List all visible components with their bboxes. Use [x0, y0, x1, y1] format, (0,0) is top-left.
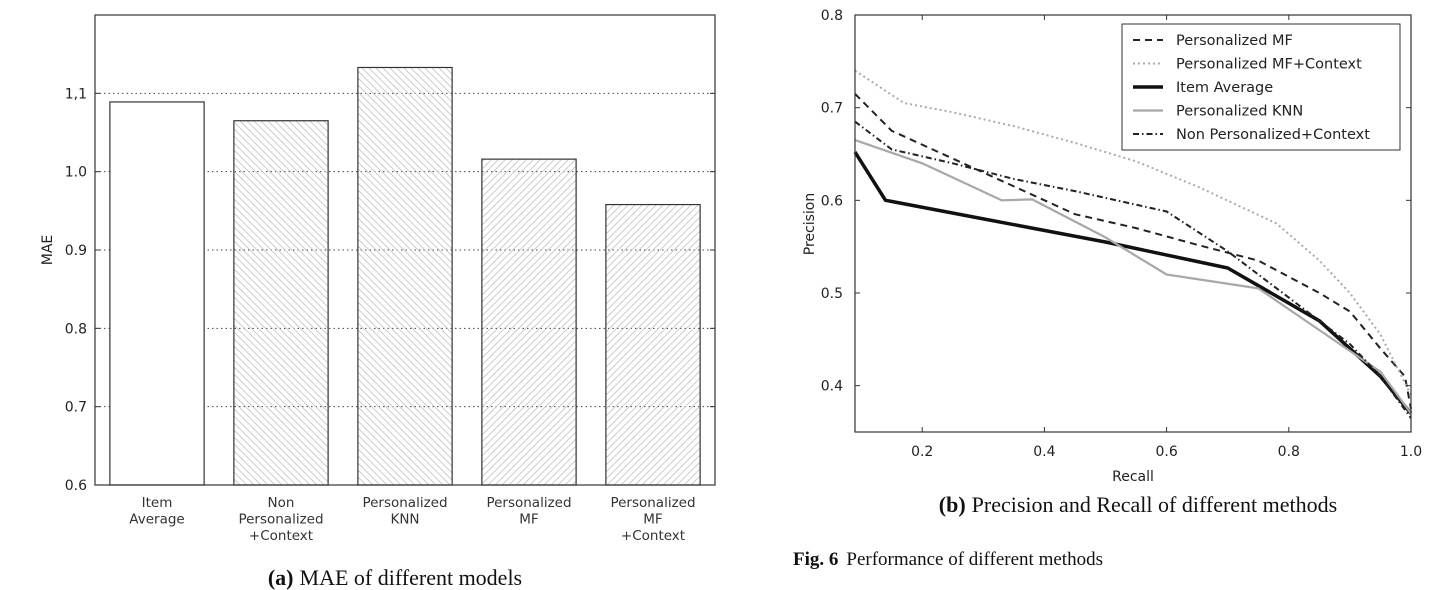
mae-y-axis-label: MAE	[40, 235, 56, 266]
mae-caption: (a) MAE of different models	[268, 565, 522, 590]
mae-x-tick-label: Personalized KNN	[362, 495, 447, 528]
pr-y-axis-label: Precision	[802, 193, 818, 255]
pr-x-tick-label: 0.2	[911, 444, 933, 460]
mae-y-tick-label: 1.0	[65, 165, 87, 181]
mae-x-tick-label-line: +Context	[621, 528, 685, 544]
figure-caption: Fig. 6 Performance of different methods	[793, 549, 1103, 570]
pr-series-line	[853, 151, 1413, 415]
pr-legend-label: Item Average	[1176, 80, 1273, 96]
pr-y-tick-label: 0.5	[821, 286, 843, 302]
mae-x-tick-label-line: MF	[643, 512, 662, 528]
mae-y-tick-label: 1,1	[65, 86, 87, 102]
pr-x-axis-label: Recall	[1112, 469, 1154, 485]
pr-legend: Personalized MF Personalized MF+Context It…	[1121, 23, 1401, 151]
mae-bars	[109, 66, 701, 486]
mae-caption-text: MAE of different models	[300, 565, 523, 590]
pr-caption-label: (b)	[939, 492, 966, 517]
mae-bar	[109, 101, 205, 486]
mae-y-tick-label: 0.9	[65, 243, 87, 259]
figure-caption-text: Performance of different methods	[846, 549, 1103, 570]
mae-y-tick-label: 0.7	[65, 400, 87, 416]
mae-bar	[605, 203, 701, 486]
pr-series-line	[854, 120, 1412, 419]
mae-x-tick-label-line: Personalized	[610, 495, 695, 511]
pr-x-tick-label: 0.6	[1155, 444, 1177, 460]
pr-x-tick-label: 0.4	[1033, 444, 1055, 460]
pr-series-lines	[853, 69, 1413, 419]
mae-x-tick-label-line: +Context	[249, 528, 313, 544]
mae-x-tick-label: Personalized MF	[486, 495, 571, 528]
mae-x-tick-label-line: Average	[129, 512, 184, 528]
mae-x-tick-label-line: MF	[519, 512, 538, 528]
pr-y-tick-label: 0.7	[821, 101, 843, 117]
pr-y-ticks: 0.4 0.5 0.6 0.7 0.8	[821, 8, 1411, 395]
mae-y-tick-label: 0.8	[65, 321, 87, 337]
mae-x-tick-label: Non Personalized +Context	[238, 495, 323, 544]
pr-legend-label: Personalized MF+Context	[1176, 57, 1362, 73]
mae-bar	[233, 120, 329, 486]
mae-bar	[357, 66, 453, 486]
mae-caption-label: (a)	[268, 565, 294, 590]
mae-x-tick-label-line: KNN	[390, 512, 419, 528]
mae-x-tick-label: Personalized MF +Context	[610, 495, 695, 544]
pr-plot-frame	[854, 14, 1412, 433]
pr-caption-text: Precision and Recall of different method…	[972, 492, 1338, 517]
pr-legend-label: Non Personalized+Context	[1176, 127, 1370, 143]
mae-x-tick-label-line: Item	[142, 495, 173, 511]
pr-y-tick-label: 0.8	[821, 8, 843, 24]
mae-bar	[481, 158, 577, 486]
pr-caption: (b) Precision and Recall of different met…	[939, 492, 1337, 517]
pr-x-ticks: 0.2 0.4 0.6 0.8 1.0	[911, 15, 1422, 460]
precision-recall-chart: 0.4 0.5 0.6 0.7 0.8 0.2 0.4 0.6 0.8 1.0 Precisio…	[802, 8, 1422, 517]
pr-legend-label: Personalized KNN	[1176, 104, 1303, 120]
mae-y-tick-label: 0.6	[65, 478, 87, 494]
pr-series-line	[854, 69, 1412, 396]
mae-y-ticks: 0.6 0.7 0.8 0.9 1.0 1,1	[65, 86, 715, 494]
pr-legend-label: Personalized MF	[1176, 33, 1293, 49]
pr-y-tick-label: 0.4	[821, 379, 843, 395]
mae-x-tick-label: Item Average	[129, 495, 184, 528]
pr-y-tick-label: 0.6	[821, 193, 843, 209]
pr-series-line	[854, 139, 1412, 415]
mae-x-tick-label-line: Non	[268, 495, 295, 511]
mae-x-tick-label-line: Personalized	[486, 495, 571, 511]
mae-x-tick-label-line: Personalized	[238, 512, 323, 528]
pr-x-tick-label: 0.8	[1278, 444, 1300, 460]
mae-x-tick-label-line: Personalized	[362, 495, 447, 511]
pr-x-tick-label: 1.0	[1400, 444, 1422, 460]
figure-caption-label: Fig. 6	[793, 549, 838, 570]
pr-legend-box	[1121, 23, 1401, 151]
